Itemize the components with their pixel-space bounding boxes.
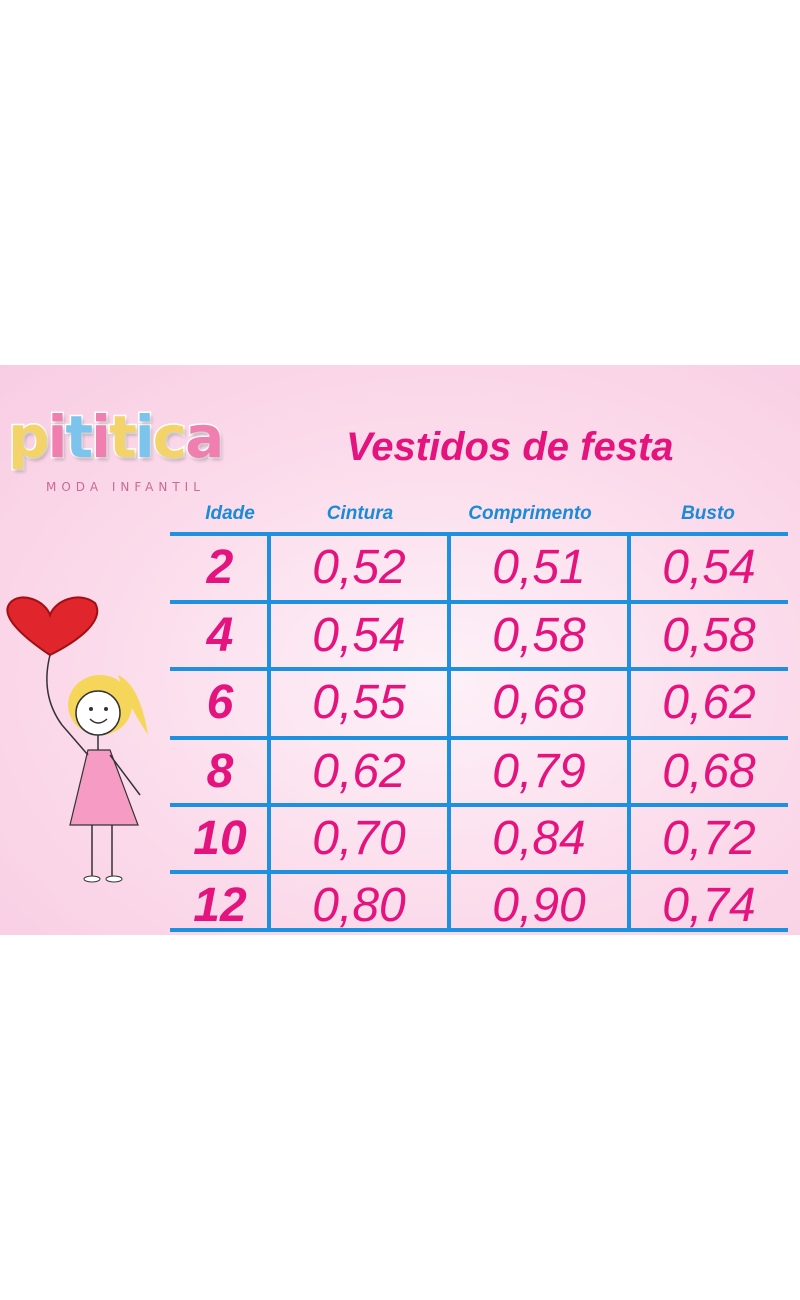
cell-comprimento: 0,68: [492, 676, 586, 729]
table-row-divider: [170, 870, 788, 874]
cell-cintura: 0,52: [312, 541, 406, 594]
cell-cintura: 0,54: [312, 609, 406, 662]
logo-letter: a: [184, 402, 226, 473]
header-comprimento: Comprimento: [468, 503, 592, 524]
cell-cintura: 0,55: [312, 676, 406, 729]
header-idade: Idade: [205, 503, 255, 524]
logo-tagline: MODA INFANTIL: [46, 480, 205, 494]
logo-letter: i: [46, 402, 69, 473]
table-row-divider: [170, 532, 788, 536]
cell-comprimento: 0,51: [492, 541, 586, 594]
logo-letter: t: [108, 402, 139, 473]
cell-busto: 0,68: [662, 745, 756, 798]
table-column-divider: [267, 533, 271, 930]
girl-with-heart-balloon-illustration: [6, 596, 148, 883]
table-row-divider: [170, 600, 788, 604]
cell-age: 12: [193, 879, 247, 932]
logo-letter: i: [90, 402, 113, 473]
cell-cintura: 0,70: [312, 812, 406, 865]
cell-age: 8: [206, 745, 234, 798]
table-column-divider: [447, 533, 451, 930]
cell-age: 6: [206, 676, 234, 729]
cell-age: 4: [206, 609, 234, 662]
cell-age: 2: [206, 541, 234, 594]
cell-comprimento: 0,58: [492, 609, 586, 662]
cell-busto: 0,62: [662, 676, 756, 729]
table-row-divider: [170, 667, 788, 671]
logo-letter: i: [133, 402, 156, 473]
cell-busto: 0,72: [662, 812, 756, 865]
cell-busto: 0,54: [662, 541, 756, 594]
header-cintura: Cintura: [326, 503, 394, 524]
table-row-divider: [170, 736, 788, 740]
pititica-logo: pititica: [7, 402, 226, 473]
cell-comprimento: 0,79: [492, 745, 586, 798]
cell-cintura: 0,62: [312, 745, 406, 798]
logo-letter: p: [7, 402, 51, 473]
size-chart-banner: pititica MODA INFANTIL Vestidos de festa…: [0, 365, 800, 935]
cell-busto: 0,58: [662, 609, 756, 662]
logo-letter: t: [64, 402, 95, 473]
cell-age: 10: [193, 812, 247, 865]
table-row-divider: [170, 928, 788, 932]
table-column-divider: [627, 533, 631, 930]
cell-cintura: 0,80: [312, 879, 406, 932]
cell-comprimento: 0,84: [492, 812, 586, 865]
table-row-divider: [170, 803, 788, 807]
header-busto: Busto: [681, 503, 735, 524]
cell-busto: 0,74: [662, 879, 756, 932]
cell-comprimento: 0,90: [492, 879, 586, 932]
logo-letter: c: [151, 402, 188, 473]
chart-title: Vestidos de festa: [346, 425, 674, 469]
